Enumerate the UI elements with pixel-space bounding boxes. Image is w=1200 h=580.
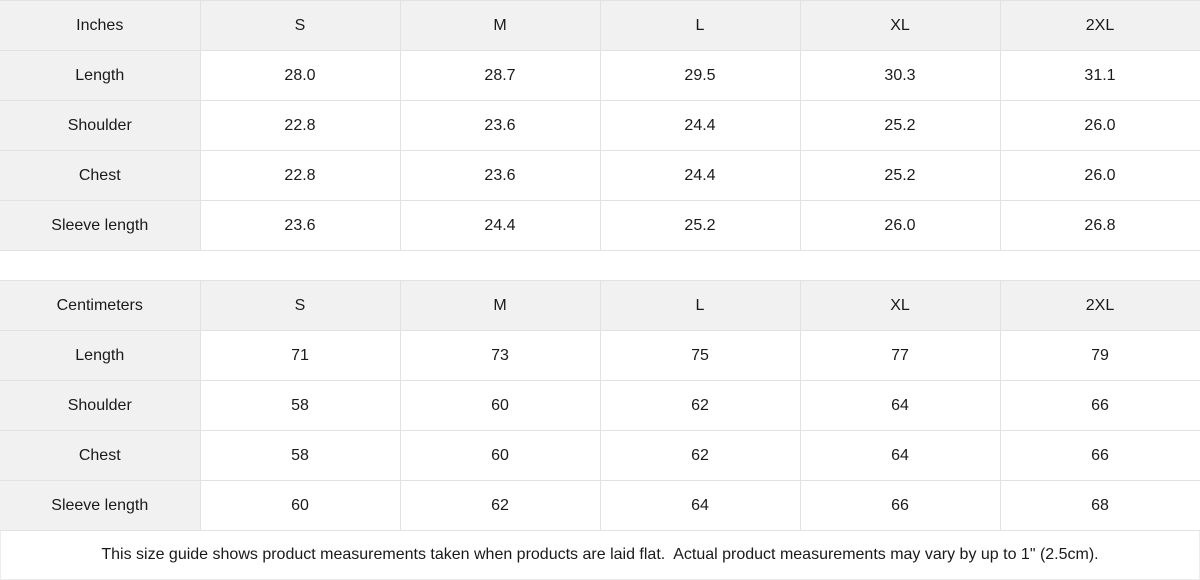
row-label-length: Length (0, 50, 201, 101)
size-header-m: M (400, 280, 601, 332)
cell-length-l: 75 (600, 330, 801, 382)
size-header-l: L (600, 0, 801, 51)
cell-chest-s: 22.8 (200, 150, 401, 201)
size-header-2xl: 2XL (1000, 280, 1200, 332)
row-label-shoulder: Shoulder (0, 100, 201, 151)
row-label-chest: Chest (0, 430, 201, 482)
cell-chest-m: 60 (400, 430, 601, 482)
cell-shoulder-l: 24.4 (600, 100, 801, 151)
cell-length-2xl: 31.1 (1000, 50, 1200, 101)
cell-shoulder-m: 60 (400, 380, 601, 432)
table-row: Sleeve length 60 62 64 66 68 (0, 480, 1200, 532)
cell-chest-s: 58 (200, 430, 401, 482)
cell-length-m: 28.7 (400, 50, 601, 101)
cell-sleeve-length-m: 24.4 (400, 200, 601, 251)
footnote-text: This size guide shows product measuremen… (101, 545, 1099, 563)
cell-shoulder-l: 62 (600, 380, 801, 432)
table-row: Sleeve length 23.6 24.4 25.2 26.0 26.8 (0, 200, 1200, 251)
cell-length-l: 29.5 (600, 50, 801, 101)
cell-chest-l: 24.4 (600, 150, 801, 201)
table-row: Length 28.0 28.7 29.5 30.3 31.1 (0, 50, 1200, 101)
cell-shoulder-xl: 25.2 (800, 100, 1001, 151)
cell-sleeve-length-l: 25.2 (600, 200, 801, 251)
cell-shoulder-2xl: 26.0 (1000, 100, 1200, 151)
cell-sleeve-length-xl: 66 (800, 480, 1001, 532)
table-row: Shoulder 22.8 23.6 24.4 25.2 26.0 (0, 100, 1200, 151)
cell-shoulder-xl: 64 (800, 380, 1001, 432)
table-header-row: Inches S M L XL 2XL (0, 0, 1200, 51)
unit-header-inches: Inches (0, 0, 201, 51)
row-label-shoulder: Shoulder (0, 380, 201, 432)
cell-length-2xl: 79 (1000, 330, 1200, 382)
cell-chest-xl: 64 (800, 430, 1001, 482)
cell-chest-m: 23.6 (400, 150, 601, 201)
size-header-s: S (200, 0, 401, 51)
cell-sleeve-length-2xl: 68 (1000, 480, 1200, 532)
size-header-2xl: 2XL (1000, 0, 1200, 51)
table-spacer (0, 251, 1200, 281)
size-header-xl: XL (800, 0, 1001, 51)
cell-sleeve-length-s: 60 (200, 480, 401, 532)
size-table-inches: Inches S M L XL 2XL Length 28.0 28.7 29.… (0, 0, 1200, 251)
cell-shoulder-s: 58 (200, 380, 401, 432)
size-header-m: M (400, 0, 601, 51)
cell-length-s: 71 (200, 330, 401, 382)
cell-sleeve-length-m: 62 (400, 480, 601, 532)
row-label-sleeve-length: Sleeve length (0, 200, 201, 251)
cell-chest-xl: 25.2 (800, 150, 1001, 201)
size-header-l: L (600, 280, 801, 332)
row-label-chest: Chest (0, 150, 201, 201)
cell-chest-2xl: 66 (1000, 430, 1200, 482)
table-row: Length 71 73 75 77 79 (0, 330, 1200, 382)
cell-sleeve-length-2xl: 26.8 (1000, 200, 1200, 251)
row-label-sleeve-length: Sleeve length (0, 480, 201, 532)
size-header-s: S (200, 280, 401, 332)
cell-chest-2xl: 26.0 (1000, 150, 1200, 201)
cell-sleeve-length-l: 64 (600, 480, 801, 532)
table-row: Shoulder 58 60 62 64 66 (0, 380, 1200, 432)
cell-length-s: 28.0 (200, 50, 401, 101)
cell-sleeve-length-xl: 26.0 (800, 200, 1001, 251)
size-header-xl: XL (800, 280, 1001, 332)
row-label-length: Length (0, 330, 201, 382)
table-row: Chest 58 60 62 64 66 (0, 430, 1200, 482)
cell-shoulder-s: 22.8 (200, 100, 401, 151)
size-guide-footnote: This size guide shows product measuremen… (0, 531, 1200, 580)
size-table-centimeters: Centimeters S M L XL 2XL Length 71 73 75… (0, 280, 1200, 532)
cell-chest-l: 62 (600, 430, 801, 482)
table-row: Chest 22.8 23.6 24.4 25.2 26.0 (0, 150, 1200, 201)
cell-sleeve-length-s: 23.6 (200, 200, 401, 251)
cell-length-xl: 30.3 (800, 50, 1001, 101)
unit-header-centimeters: Centimeters (0, 280, 201, 332)
cell-length-xl: 77 (800, 330, 1001, 382)
table-header-row: Centimeters S M L XL 2XL (0, 280, 1200, 332)
cell-length-m: 73 (400, 330, 601, 382)
cell-shoulder-m: 23.6 (400, 100, 601, 151)
cell-shoulder-2xl: 66 (1000, 380, 1200, 432)
